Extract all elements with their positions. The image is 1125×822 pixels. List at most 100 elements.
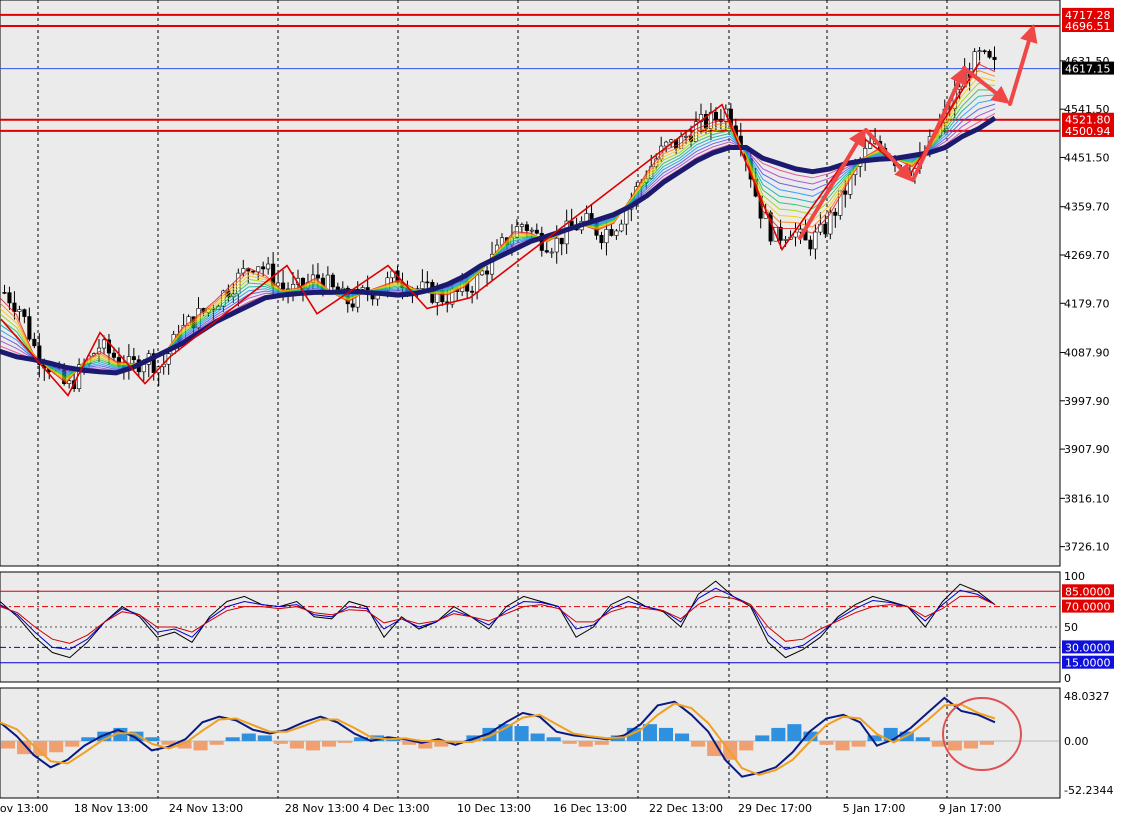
candle-body (355, 288, 360, 308)
candle-body (554, 237, 559, 253)
candle-body (106, 339, 112, 354)
candle-body (360, 287, 365, 290)
oscillator-series-line (0, 595, 996, 644)
level-price-tag-text: 4696.51 (1065, 20, 1111, 33)
macd-histogram-bar (835, 741, 850, 751)
candle-body (609, 229, 614, 236)
time-axis-label: 5 Jan 17:00 (843, 802, 906, 815)
level-price-tag (1062, 7, 1114, 21)
candle-body (131, 356, 136, 361)
price-axis-tick-label: 4359.70 (1064, 201, 1110, 214)
candle-body (559, 237, 564, 245)
candle-body (470, 290, 475, 293)
macd-axis-tick-label: -52.2344 (1064, 784, 1113, 797)
price-axis-tick-label: 3997.90 (1064, 395, 1110, 408)
price-panel[interactable] (0, 0, 1061, 567)
candle-body (261, 266, 266, 270)
price-axis-tick-label: 4179.70 (1064, 297, 1110, 310)
level-price-tag (1062, 112, 1114, 126)
price-axis-tick-label: 3816.10 (1064, 492, 1110, 505)
macd-histogram-bar (771, 727, 786, 742)
macd-histogram-bar (434, 741, 449, 747)
price-axis-tick-label: 4269.70 (1064, 249, 1110, 262)
candle-body (37, 345, 42, 365)
oscillator-level-tag-text: 85.0000 (1065, 585, 1111, 598)
candle-body (664, 141, 669, 147)
macd-histogram-bar (498, 724, 513, 742)
arrow-head (894, 162, 913, 182)
zigzag-line (0, 61, 981, 397)
macd-histogram-bar (755, 735, 770, 742)
candle-body (489, 253, 495, 275)
price-layer (0, 13, 1060, 397)
candle-body (669, 139, 674, 143)
candle-body (529, 229, 534, 232)
macd-histogram-bar (402, 741, 417, 745)
macd-histogram-bar (707, 741, 722, 757)
time-axis-label: 9 Jan 17:00 (939, 802, 1002, 815)
macd-histogram-bar (273, 741, 288, 744)
level-price-tag-text: 4717.28 (1065, 9, 1111, 22)
macd-histogram-bar (642, 724, 657, 742)
macd-histogram-bar (129, 731, 144, 742)
oscillator-level-tag (1062, 599, 1114, 613)
macd-histogram-bar (49, 741, 64, 753)
oscillator-series-line (0, 587, 996, 650)
candle-body (808, 239, 813, 250)
price-axis-tick-label: 3726.10 (1064, 541, 1110, 554)
moving-average-line (0, 115, 997, 376)
candle-body (2, 292, 7, 294)
arrow-shaft (962, 66, 998, 95)
candle-body (251, 270, 256, 273)
macd-histogram-bar (257, 735, 272, 742)
macd-panel[interactable] (0, 687, 1061, 799)
oscillator-level-tag (1062, 640, 1114, 654)
candle-body (698, 114, 704, 123)
candle-body (7, 292, 12, 304)
time-axis-label: 16 Dec 13:00 (553, 802, 627, 815)
macd-histogram-bar (305, 741, 320, 751)
arrow-shaft (864, 128, 903, 171)
candle-body (713, 111, 718, 120)
macd-histogram-bar (947, 741, 962, 751)
candle-body (534, 229, 539, 234)
macd-histogram-bar (418, 741, 433, 749)
macd-histogram-bar (1, 741, 16, 749)
arrow-shaft (1008, 39, 1031, 106)
forecast-arrow (1008, 24, 1038, 106)
price-axis-tick-label: 3907.90 (1064, 443, 1110, 456)
candle-body (524, 224, 529, 231)
time-axis-label: 28 Nov 13:00 (285, 802, 359, 815)
forecast-arrow (962, 66, 1010, 104)
level-price-tag (1062, 123, 1114, 137)
candle-body (599, 235, 604, 244)
macd-axis-tick-label: 0.00 (1064, 735, 1089, 748)
macd-histogram-bar (33, 741, 48, 757)
candle-body (27, 316, 32, 340)
time-axis-label: 29 Dec 17:00 (738, 802, 812, 815)
macd-histogram-bar (675, 733, 690, 742)
macd-histogram-bar (145, 737, 160, 742)
arrow-shaft (798, 141, 859, 240)
macd-histogram-bar (819, 741, 834, 745)
candle-body (420, 281, 425, 289)
macd-histogram-bar (658, 727, 674, 742)
candle-body (519, 224, 524, 227)
time-axis-label: 18 Nov 13:00 (74, 802, 148, 815)
macd-histogram-bar (803, 731, 818, 742)
oscillator-layer (0, 580, 1060, 664)
macd-histogram-bar (81, 737, 96, 742)
macd-histogram-bar (691, 741, 706, 747)
macd-histogram-bar (65, 741, 80, 747)
macd-histogram-bar (578, 741, 593, 747)
candle-body (475, 274, 480, 293)
candle-body (778, 226, 783, 241)
candle-body (843, 190, 848, 195)
candle-body (17, 309, 22, 312)
oscillator-axis-tick-label: 50 (1064, 621, 1078, 634)
macd-histogram-bar (979, 741, 994, 745)
macd-histogram-bar (546, 737, 561, 742)
level-price-tag-text: 4500.94 (1065, 125, 1111, 138)
